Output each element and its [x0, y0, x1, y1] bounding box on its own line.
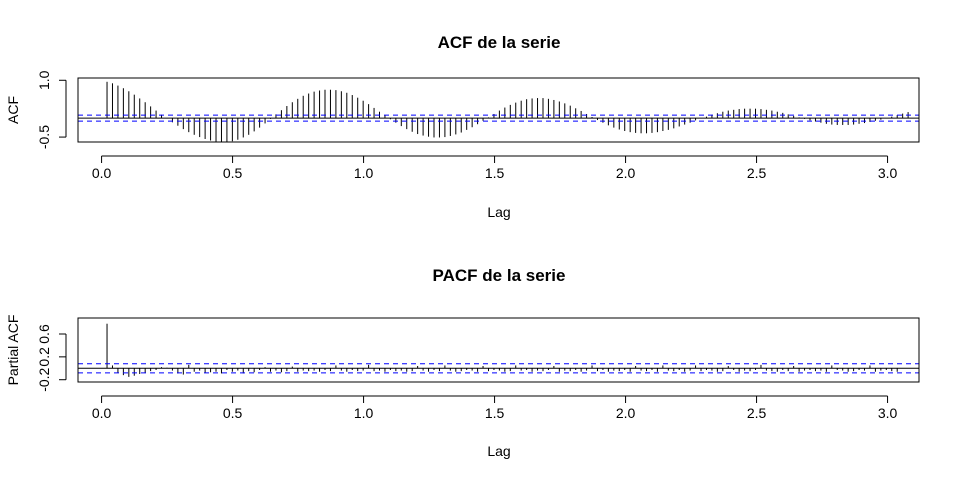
acf-y-tick-label: 1.0	[36, 70, 52, 90]
acf-title: ACF de la serie	[438, 33, 561, 52]
acf-x-axis: 0.0 0.5 1.0 1.5 2.0 2.5 3.0	[92, 155, 898, 181]
acf-x-tick-label: 0.0	[92, 165, 112, 181]
acf-y-axis: -0.5 1.0	[36, 70, 67, 149]
pacf-panel: PACF de la serie 0.0 0.5 1.0 1.5 2.0 2.5 3.0 -…	[5, 266, 920, 459]
acf-y-label: ACF	[5, 96, 21, 124]
acf-x-tick-label: 2.0	[616, 165, 636, 181]
pacf-x-tick-label: 3.0	[878, 405, 898, 421]
pacf-plot-frame	[77, 317, 920, 383]
acf-x-tick-label: 0.5	[223, 165, 243, 181]
acf-x-tick-label: 2.5	[747, 165, 767, 181]
pacf-y-tick-label: -0.2	[36, 367, 52, 391]
pacf-x-tick-label: 0.5	[223, 405, 243, 421]
pacf-x-tick-label: 0.0	[92, 405, 112, 421]
pacf-x-tick-label: 1.5	[485, 405, 505, 421]
acf-panel: ACF de la serie 0.0 0.5 1.0 1.5 2.0 2.5 3.0 -0…	[5, 33, 920, 220]
pacf-x-label: Lag	[487, 443, 510, 459]
pacf-x-tick-label: 2.5	[747, 405, 767, 421]
pacf-y-tick-label: 0.2	[36, 347, 52, 367]
pacf-spikes	[106, 323, 898, 377]
acf-y-tick-label: -0.5	[36, 125, 52, 149]
pacf-x-tick-label: 1.0	[354, 405, 374, 421]
acf-spikes	[106, 81, 909, 142]
pacf-x-axis: 0.0 0.5 1.0 1.5 2.0 2.5 3.0	[92, 395, 898, 421]
pacf-title: PACF de la serie	[433, 266, 566, 285]
pacf-x-tick-label: 2.0	[616, 405, 636, 421]
acf-x-tick-label: 3.0	[878, 165, 898, 181]
acf-x-tick-label: 1.0	[354, 165, 374, 181]
pacf-y-label: Partial ACF	[5, 315, 21, 386]
pacf-y-tick-label: 0.6	[36, 324, 52, 344]
acf-plot-frame	[77, 77, 920, 143]
pacf-y-axis: -0.20.2 0.6	[36, 324, 67, 392]
acf-x-tick-label: 1.5	[485, 165, 505, 181]
acf-x-label: Lag	[487, 204, 510, 220]
